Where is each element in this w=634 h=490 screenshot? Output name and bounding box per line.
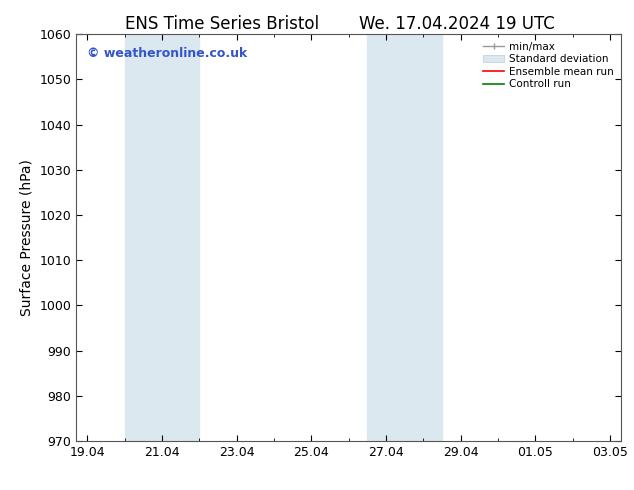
Legend: min/max, Standard deviation, Ensemble mean run, Controll run: min/max, Standard deviation, Ensemble me… [479,37,618,94]
Text: ENS Time Series Bristol: ENS Time Series Bristol [125,15,319,33]
Text: © weatheronline.co.uk: © weatheronline.co.uk [87,47,247,59]
Y-axis label: Surface Pressure (hPa): Surface Pressure (hPa) [20,159,34,316]
Text: We. 17.04.2024 19 UTC: We. 17.04.2024 19 UTC [359,15,554,33]
Bar [367,34,442,441]
Bar [125,34,199,441]
